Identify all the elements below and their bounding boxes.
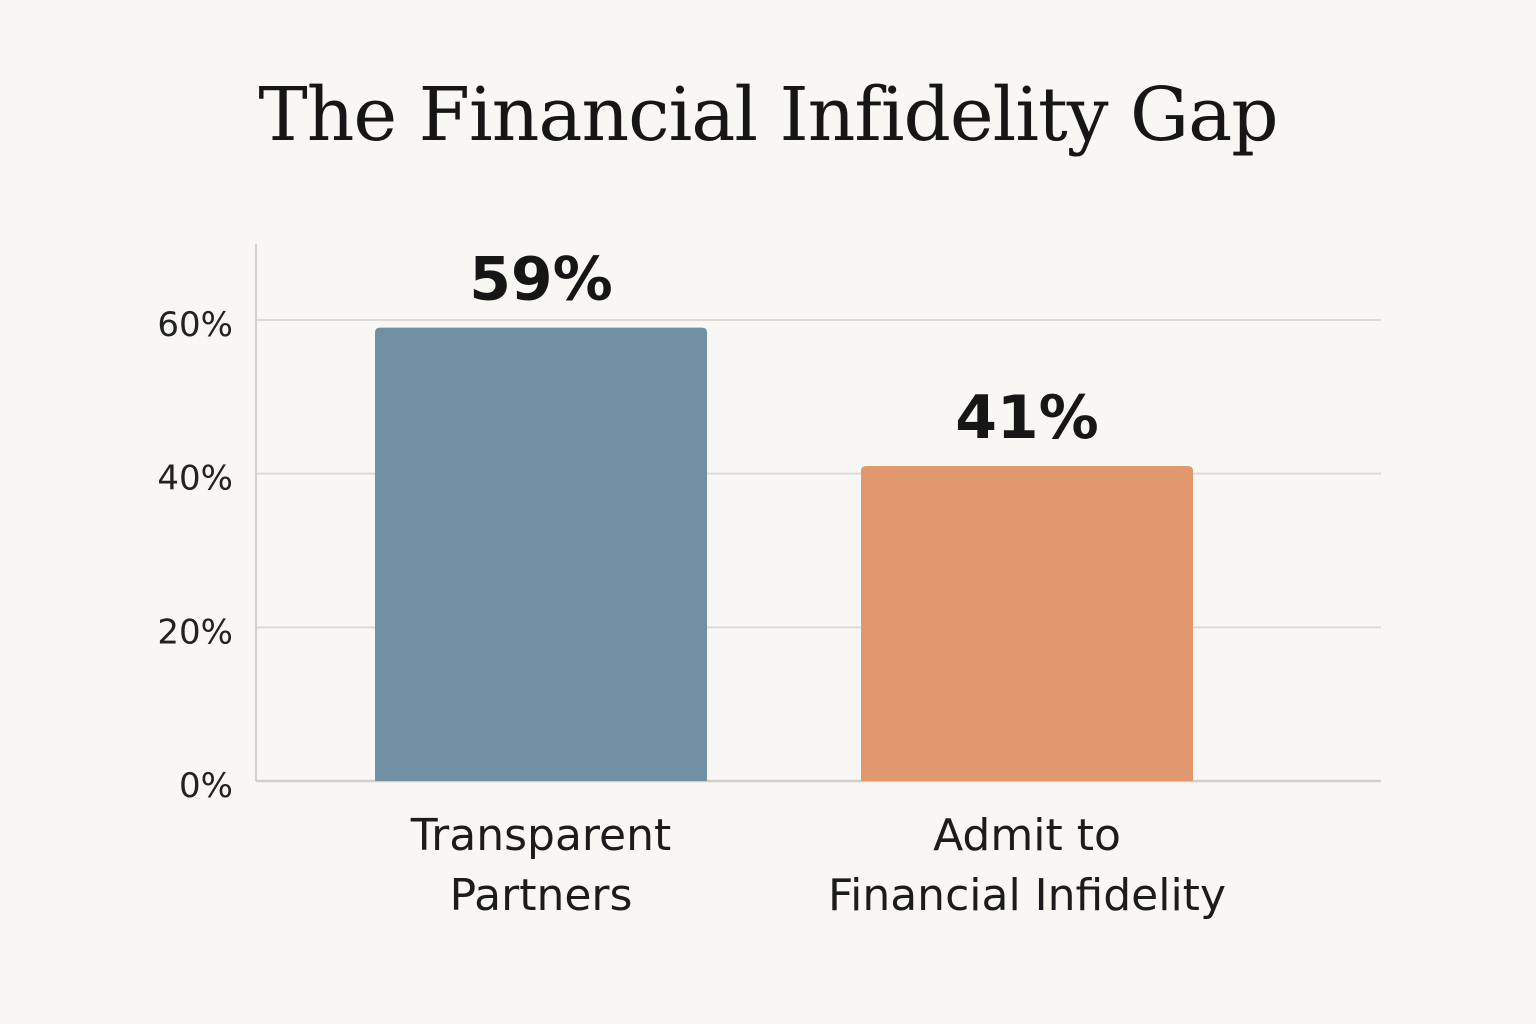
category-label-2-line-1: Admit to xyxy=(933,810,1121,861)
bar-2 xyxy=(861,465,1193,781)
chart-title: The Financial Infidelity Gap xyxy=(258,72,1278,158)
category-label-1-line-2: Partners xyxy=(450,870,633,921)
y-tick-label: 60% xyxy=(157,305,233,345)
y-tick-label: 40% xyxy=(157,459,233,499)
y-tick-label: 20% xyxy=(157,612,233,652)
y-axis-tick-labels: 0% 20% 40% 60% xyxy=(157,305,233,806)
bar-1 xyxy=(375,327,707,781)
data-label-1: 59% xyxy=(469,245,613,315)
x-axis-category-labels: Transparent Partners Admit to Financial Inf… xyxy=(410,810,1226,921)
category-label-2-line-2: Financial Infidelity xyxy=(828,870,1226,921)
data-label-2: 41% xyxy=(955,383,1099,453)
category-label-1-line-1: Transparent xyxy=(410,810,672,861)
y-tick-label: 0% xyxy=(179,766,233,806)
data-labels: 59% 41% xyxy=(469,245,1099,453)
bars xyxy=(375,327,1193,781)
